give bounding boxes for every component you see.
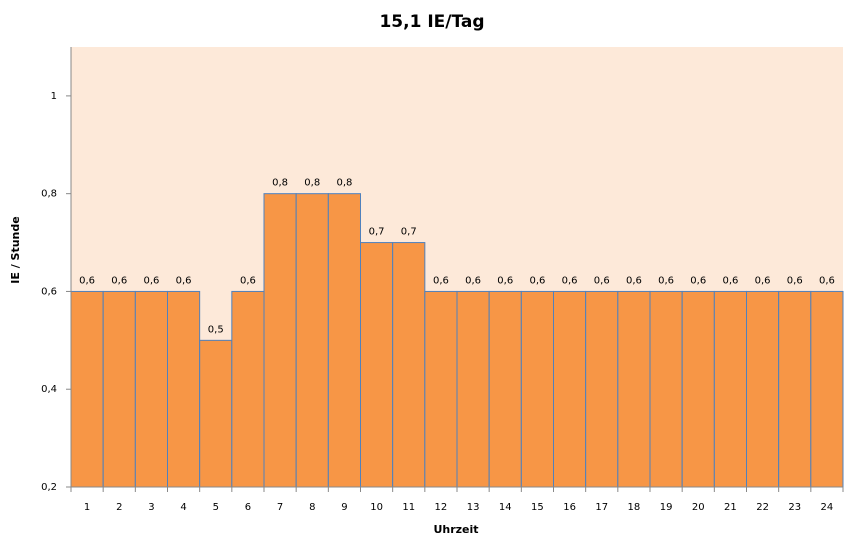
value-label: 0,8 <box>336 178 352 189</box>
value-label: 0,6 <box>497 275 513 286</box>
x-tick-label: 3 <box>148 502 154 513</box>
y-tick-label: 0,8 <box>41 189 57 200</box>
value-label: 0,6 <box>465 275 481 286</box>
bar <box>713 290 747 488</box>
x-tick-label: 23 <box>788 502 801 513</box>
x-tick-label: 12 <box>435 502 448 513</box>
x-tick-label: 20 <box>692 502 705 513</box>
value-label: 0,8 <box>304 178 320 189</box>
bar <box>231 290 265 488</box>
bar <box>102 290 136 488</box>
x-tick-label: 11 <box>402 502 415 513</box>
bar <box>810 290 844 488</box>
value-label: 0,6 <box>529 275 545 286</box>
bar <box>360 242 394 488</box>
bar <box>392 242 426 488</box>
x-tick-label: 18 <box>628 502 641 513</box>
bar <box>617 290 651 488</box>
x-tick-label: 17 <box>595 502 608 513</box>
x-tick-label: 21 <box>724 502 737 513</box>
x-tick-label: 13 <box>467 502 480 513</box>
x-tick-label: 7 <box>277 502 283 513</box>
x-tick-label: 8 <box>309 502 315 513</box>
y-tick-label: 0,4 <box>41 384 57 395</box>
bar <box>488 290 522 488</box>
x-tick-label: 10 <box>370 502 383 513</box>
value-label: 0,6 <box>787 275 803 286</box>
value-label: 0,6 <box>594 275 610 286</box>
x-tick-label: 2 <box>116 502 122 513</box>
y-tick-label: 0,6 <box>41 286 57 297</box>
bar <box>520 290 554 488</box>
x-axis-title: Uhrzeit <box>433 523 478 536</box>
bar <box>778 290 812 488</box>
value-label: 0,6 <box>79 275 95 286</box>
value-label: 0,5 <box>208 324 224 335</box>
chart-title: 15,1 IE/Tag <box>379 12 484 32</box>
value-label: 0,6 <box>690 275 706 286</box>
value-label: 0,8 <box>272 178 288 189</box>
bar <box>167 290 201 488</box>
value-label: 0,6 <box>755 275 771 286</box>
bar <box>70 290 104 488</box>
value-label: 0,6 <box>143 275 159 286</box>
x-tick-label: 19 <box>660 502 673 513</box>
value-label: 0,6 <box>626 275 642 286</box>
bar <box>553 290 587 488</box>
bar <box>295 193 329 488</box>
x-tick-label: 1 <box>84 502 90 513</box>
x-tick-label: 14 <box>499 502 512 513</box>
value-label: 0,6 <box>658 275 674 286</box>
value-label: 0,7 <box>401 227 417 238</box>
bar <box>456 290 490 488</box>
value-label: 0,6 <box>819 275 835 286</box>
y-tick-label: 1 <box>51 91 57 102</box>
value-label: 0,6 <box>240 275 256 286</box>
bar <box>199 339 233 488</box>
bar <box>746 290 780 488</box>
value-label: 0,6 <box>111 275 127 286</box>
bar <box>134 290 168 488</box>
x-tick-label: 6 <box>245 502 251 513</box>
bar <box>424 290 458 488</box>
value-label: 0,6 <box>176 275 192 286</box>
y-tick-label: 0,2 <box>41 482 57 493</box>
x-tick-label: 4 <box>180 502 186 513</box>
x-tick-label: 5 <box>213 502 219 513</box>
bar <box>681 290 715 488</box>
bar <box>263 193 297 488</box>
x-tick-label: 16 <box>563 502 576 513</box>
x-tick-label: 24 <box>821 502 834 513</box>
value-label: 0,6 <box>562 275 578 286</box>
x-tick-label: 22 <box>756 502 769 513</box>
bar <box>649 290 683 488</box>
bar <box>327 193 362 488</box>
y-axis-title: IE / Stunde <box>9 216 22 283</box>
x-tick-label: 15 <box>531 502 544 513</box>
value-label: 0,7 <box>369 227 385 238</box>
value-label: 0,6 <box>722 275 738 286</box>
x-tick-label: 9 <box>341 502 347 513</box>
bar <box>585 290 619 488</box>
value-label: 0,6 <box>433 275 449 286</box>
